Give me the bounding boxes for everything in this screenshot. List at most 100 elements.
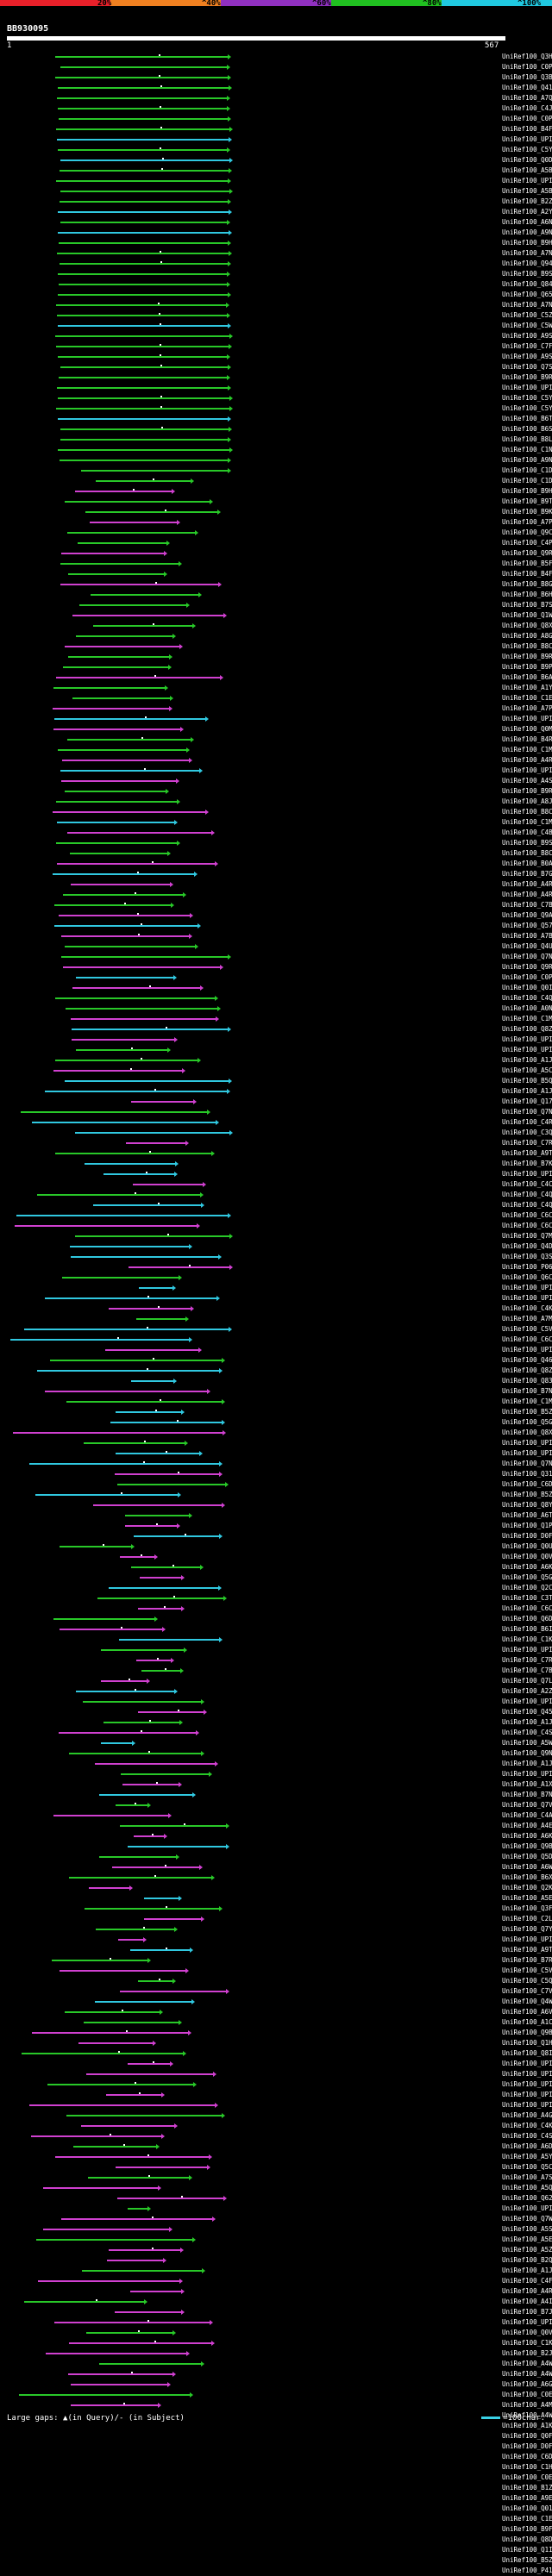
hit-label[interactable]: UniRef100_A6DFH3	[502, 2142, 552, 2150]
hit-label[interactable]: UniRef100_Q0IL48	[502, 984, 552, 991]
hit-label[interactable]: UniRef100_Q9BE34	[502, 1842, 552, 1850]
hit-label[interactable]: UniRef100_A1JFG1	[502, 1087, 552, 1095]
hit-label[interactable]: UniRef100_B8C1C4	[502, 642, 552, 650]
hit-label[interactable]: UniRef100_A1YQX3	[502, 684, 552, 691]
hit-label[interactable]: UniRef100_A6WT23	[502, 1863, 552, 1871]
hit-label[interactable]: UniRef100_B5FHD4	[502, 560, 552, 567]
hit-label[interactable]: UniRef100_A1XCP2	[502, 1780, 552, 1788]
hit-label[interactable]: UniRef100_D0FUX9	[502, 2442, 552, 2450]
hit-label[interactable]: UniRef100_A7MMN9	[502, 1315, 552, 1322]
hit-label[interactable]: UniRef100_C4J8R4	[502, 104, 552, 112]
hit-label[interactable]: UniRef100_Q84UR8	[502, 280, 552, 288]
hit-label[interactable]: UniRef100_C1MPH3	[502, 746, 552, 753]
hit-label[interactable]: UniRef100_B9HGK8	[502, 487, 552, 495]
hit-label[interactable]: UniRef100_A9S1L9	[502, 353, 552, 360]
hit-label[interactable]: UniRef100_A9E8B0	[502, 2494, 552, 2502]
hit-label[interactable]: UniRef100_C1MZH2	[502, 818, 552, 826]
hit-label[interactable]: UniRef100_C4SRD6	[502, 1729, 552, 1736]
hit-label[interactable]: UniRef100_Q7WDG4	[502, 2215, 552, 2223]
hit-label[interactable]: UniRef100_A5WR63	[502, 1739, 552, 1747]
hit-label[interactable]: UniRef100_C4QPC5	[502, 1201, 552, 1209]
hit-label[interactable]: UniRef100_D0FUE7	[502, 1532, 552, 1540]
hit-label[interactable]: UniRef100_C4K4Q4	[502, 1304, 552, 1312]
hit-label[interactable]: UniRef100_A9S074	[502, 332, 552, 340]
hit-label[interactable]: UniRef100_Q0F231	[502, 2432, 552, 2440]
hit-label[interactable]: UniRef100_C7R692	[502, 1139, 552, 1147]
hit-label[interactable]: UniRef100_Q7N769	[502, 1460, 552, 1467]
hit-label[interactable]: UniRef100_Q4W779	[502, 1998, 552, 2005]
hit-label[interactable]: UniRef100_Q3FS52	[502, 1904, 552, 1912]
hit-label[interactable]: UniRef100_C0PLI2	[502, 115, 552, 122]
hit-label[interactable]: UniRef100_Q7YXW3	[502, 1925, 552, 1933]
hit-label[interactable]: UniRef100_C4QPC4	[502, 994, 552, 1002]
hit-label[interactable]: UniRef100_Q41189	[502, 84, 552, 91]
hit-label[interactable]: UniRef100_UPI000...	[502, 1439, 552, 1447]
hit-label[interactable]: UniRef100_C6DWT6	[502, 2453, 552, 2460]
hit-label[interactable]: UniRef100_UPI000...	[502, 1046, 552, 1054]
hit-label[interactable]: UniRef100_B7RE79	[502, 1956, 552, 1964]
hit-label[interactable]: UniRef100_A5BG48	[502, 187, 552, 195]
hit-label[interactable]: UniRef100_A7P8V3	[502, 704, 552, 712]
hit-label[interactable]: UniRef100_B7JCO4	[502, 2308, 552, 2316]
hit-label[interactable]: UniRef100_A6G0Z0	[502, 2380, 552, 2388]
hit-label[interactable]: UniRef100_C7BPK4	[502, 1666, 552, 1674]
hit-label[interactable]: UniRef100_C5ZJE8	[502, 311, 552, 319]
hit-label[interactable]: UniRef100_C7VK49	[502, 1987, 552, 1995]
hit-label[interactable]: UniRef100_B4FQ02	[502, 570, 552, 578]
hit-label[interactable]: UniRef100_UPI000...	[502, 2091, 552, 2098]
hit-label[interactable]: UniRef100_A4W576	[502, 2370, 552, 2378]
hit-label[interactable]: UniRef100_UPI000...	[502, 2060, 552, 2067]
hit-label[interactable]: UniRef100_A4I005	[502, 2298, 552, 2305]
hit-label[interactable]: UniRef100_A7NSW2	[502, 301, 552, 309]
hit-label[interactable]: UniRef100_Q4UB56	[502, 942, 552, 950]
hit-label[interactable]: UniRef100_A9NXC0	[502, 228, 552, 236]
hit-label[interactable]: UniRef100_Q7L9Z6	[502, 1677, 552, 1685]
hit-label[interactable]: UniRef100_Q2KZH9	[502, 1884, 552, 1891]
hit-label[interactable]: UniRef100_UPI000...	[502, 384, 552, 391]
hit-label[interactable]: UniRef100_A4WNT3	[502, 2411, 552, 2419]
hit-label[interactable]: UniRef100_UPI000...	[502, 1170, 552, 1178]
hit-label[interactable]: UniRef100_B9KCF4	[502, 508, 552, 516]
hit-label[interactable]: UniRef100_Q62NI7	[502, 2194, 552, 2202]
hit-label[interactable]: UniRef100_C4BDL4	[502, 828, 552, 836]
hit-label[interactable]: UniRef100_B9T6D3	[502, 497, 552, 505]
hit-label[interactable]: UniRef100_A8JIG8	[502, 797, 552, 805]
hit-label[interactable]: UniRef100_A5YEZ3	[502, 2153, 552, 2160]
hit-label[interactable]: UniRef100_Q1WLV5	[502, 611, 552, 619]
hit-label[interactable]: UniRef100_UPI000...	[502, 1935, 552, 1943]
hit-label[interactable]: UniRef100_A1JPK0	[502, 1718, 552, 1726]
hit-label[interactable]: UniRef100_P06974	[502, 1263, 552, 1271]
hit-label[interactable]: UniRef100_C7R6A1	[502, 1656, 552, 1664]
hit-label[interactable]: UniRef100_C4PFU9	[502, 539, 552, 547]
hit-label[interactable]: UniRef100_UPI000...	[502, 2318, 552, 2326]
hit-label[interactable]: UniRef100_A7P8V2	[502, 518, 552, 526]
hit-label[interactable]: UniRef100_Q1IP13	[502, 2546, 552, 2554]
hit-label[interactable]: UniRef100_B7S7Y1	[502, 601, 552, 609]
hit-label[interactable]: UniRef100_Q31LT3	[502, 1470, 552, 1478]
hit-label[interactable]: UniRef100_A5QH25	[502, 2184, 552, 2191]
hit-label[interactable]: UniRef100_B6X0Z3	[502, 1873, 552, 1881]
hit-label[interactable]: UniRef100_C4SX09	[502, 2132, 552, 2140]
hit-label[interactable]: UniRef100_Q9A617	[502, 911, 552, 919]
hit-label[interactable]: UniRef100_B9SUE2	[502, 270, 552, 278]
hit-label[interactable]: UniRef100_A7S6J1	[502, 2173, 552, 2181]
hit-label[interactable]: UniRef100_Q9RE01	[502, 963, 552, 971]
hit-label[interactable]: UniRef100_Q83R19	[502, 1377, 552, 1385]
hit-label[interactable]: UniRef100_B2Q4T8	[502, 2256, 552, 2264]
hit-label[interactable]: UniRef100_B9RI53	[502, 653, 552, 660]
hit-label[interactable]: UniRef100_Q9B847	[502, 2029, 552, 2036]
hit-label[interactable]: UniRef100_Q9CYY2	[502, 528, 552, 536]
hit-label[interactable]: UniRef100_UPI000...	[502, 1035, 552, 1043]
hit-label[interactable]: UniRef100_Q3HRT2	[502, 53, 552, 60]
hit-label[interactable]: UniRef100_B6HB75	[502, 591, 552, 598]
hit-label[interactable]: UniRef100_C6DBV3	[502, 1480, 552, 1488]
hit-label[interactable]: UniRef100_Q8IC07	[502, 2049, 552, 2057]
hit-label[interactable]: UniRef100_Q6DZU1	[502, 1615, 552, 1623]
hit-label[interactable]: UniRef100_C6C9C9	[502, 1211, 552, 1219]
hit-label[interactable]: UniRef100_A4RXT1	[502, 891, 552, 898]
hit-label[interactable]: UniRef100_B8GZU3	[502, 580, 552, 588]
hit-label[interactable]: UniRef100_A1CQ03	[502, 2018, 552, 2026]
hit-label[interactable]: UniRef100_Q8YBP1	[502, 1501, 552, 1509]
hit-label[interactable]: UniRef100_UPI000...	[502, 1770, 552, 1778]
hit-label[interactable]: UniRef100_B9H173	[502, 239, 552, 247]
